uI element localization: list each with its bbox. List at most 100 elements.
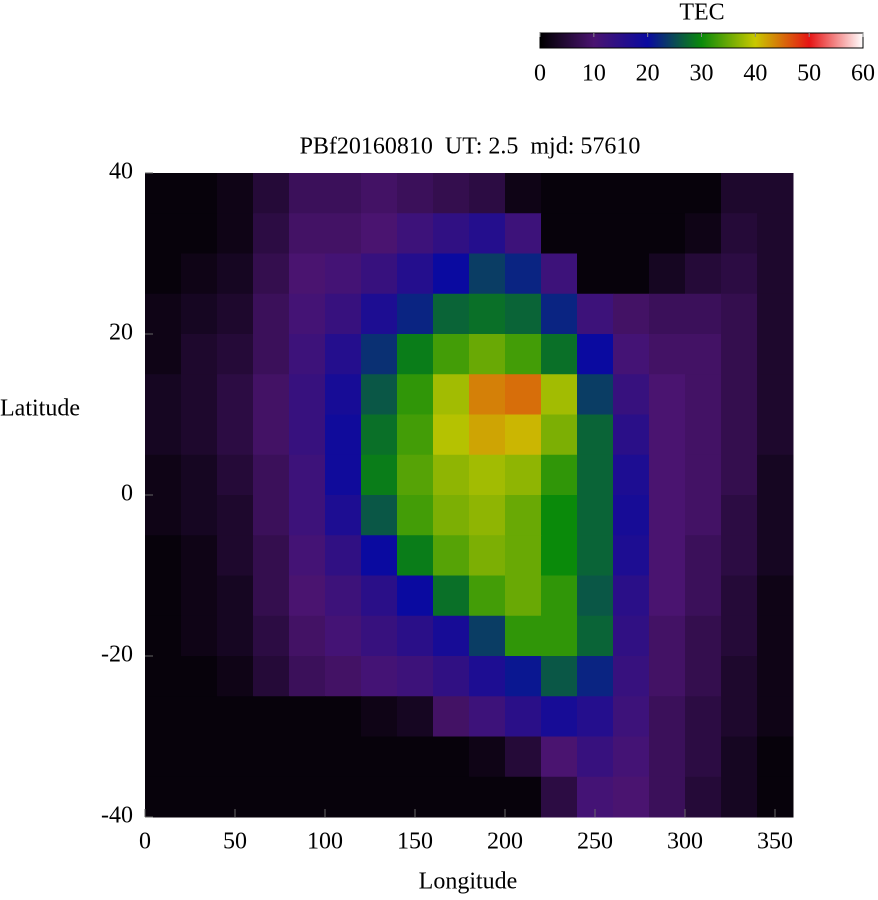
heatmap-cell [541,656,578,697]
heatmap-cell [721,575,758,617]
heatmap-cell [613,454,650,496]
heatmap-cell [721,736,758,778]
heatmap-cell [289,776,326,818]
heatmap-cell [469,414,506,456]
heatmap-cell [397,495,434,536]
heatmap-cell [433,253,470,295]
heatmap-cell [289,454,326,496]
heatmap-cell [289,495,326,536]
heatmap-cell [289,253,326,295]
heatmap-cell [685,656,722,697]
heatmap-cell [433,535,470,576]
heatmap-cell [685,736,722,778]
heatmap-cell [433,776,470,818]
heatmap-cell [397,575,434,617]
heatmap-cell [361,213,398,254]
heatmap-cell [253,334,290,375]
heatmap-cell [181,173,218,214]
heatmap-cell [181,334,218,375]
heatmap-cell [217,374,254,415]
heatmap-cell [145,615,182,657]
heatmap-cell [181,454,218,496]
heatmap-cell [181,253,218,295]
heatmap-cell [577,615,614,657]
heatmap-cell [289,173,326,214]
heatmap-cell [253,213,290,254]
heatmap-cell [541,454,578,496]
heatmap-cell [649,535,686,576]
heatmap-cell [253,656,290,697]
heatmap-cell [649,213,686,254]
heatmap-cell [505,454,542,496]
heatmap-cell [577,213,614,254]
x-tick-label: 0 [139,829,151,855]
heatmap-cell [217,253,254,295]
heatmap-cell [541,776,578,818]
heatmap-cell [577,334,614,375]
heatmap-cell [289,374,326,415]
heatmap-cell [361,414,398,456]
x-tick-label: 300 [667,829,703,855]
heatmap-cell [757,495,794,536]
heatmap-cell [505,253,542,295]
heatmap-cell [361,615,398,657]
heatmap-cell [253,776,290,818]
heatmap-cell [289,213,326,254]
heatmap-cell [685,454,722,496]
heatmap-cell [505,293,542,335]
heatmap-cell [469,696,506,737]
heatmap-cell [289,656,326,697]
heatmap-cell [685,615,722,657]
heatmap-cell [613,776,650,818]
heatmap-cell [505,535,542,576]
heatmap-cell [325,334,362,375]
heatmap-cell [757,414,794,456]
heatmap-cell [253,615,290,657]
heatmap-cell [433,374,470,415]
x-axis-label: Longitude [419,869,518,895]
heatmap-cell [613,575,650,617]
heatmap-cell [217,334,254,375]
heatmap-cell [181,213,218,254]
heatmap-cell [613,374,650,415]
heatmap-cell [469,535,506,576]
heatmap-cell [361,696,398,737]
heatmap-cell [217,213,254,254]
heatmap-cell [685,495,722,536]
heatmap-cell [649,575,686,617]
heatmap-cell [253,173,290,214]
heatmap-cell [721,414,758,456]
heatmap-cell [721,454,758,496]
heatmap-cell [505,414,542,456]
heatmap-cell [577,696,614,737]
heatmap-cell [145,736,182,778]
heatmap-cell [505,173,542,214]
heatmap-cell [397,615,434,657]
heatmap-cell [613,495,650,536]
chart-title: PBf20160810 UT: 2.5 mjd: 57610 [300,134,641,160]
heatmap-cell [181,656,218,697]
heatmap-cell [217,615,254,657]
heatmap-cell [289,334,326,375]
heatmap-cell [649,495,686,536]
heatmap-cell [649,776,686,818]
heatmap-cell [397,293,434,335]
heatmap-cell [325,495,362,536]
heatmap-cell [685,213,722,254]
heatmap-cell [181,414,218,456]
heatmap-cell [361,454,398,496]
heatmap-cell [505,776,542,818]
heatmap-cell [685,173,722,214]
heatmap-cell [757,656,794,697]
heatmap-cell [649,656,686,697]
heatmap-cell [325,656,362,697]
heatmap-cell [721,495,758,536]
heatmap-cell [613,696,650,737]
heatmap-cell [577,374,614,415]
heatmap-cell [685,535,722,576]
heatmap-cell [325,414,362,456]
heatmap-cell [181,615,218,657]
heatmap-cell [145,293,182,335]
x-tick-label: 150 [397,829,433,855]
